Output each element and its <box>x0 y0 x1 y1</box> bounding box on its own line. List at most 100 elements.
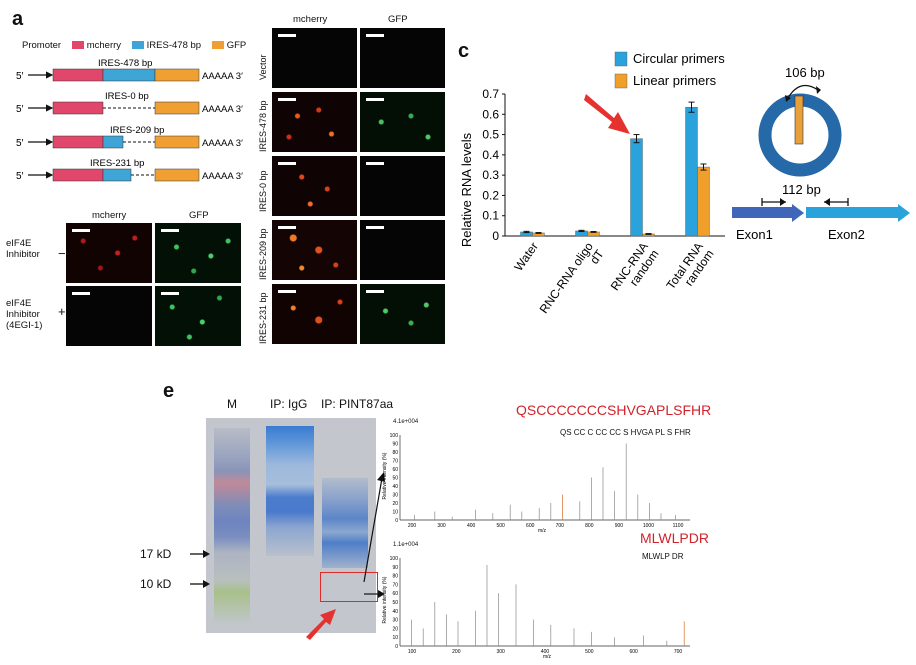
spectrum-y-tick: 80 <box>392 574 398 580</box>
gel-lane-marker <box>214 428 250 623</box>
marker-10kd: 10 kD <box>140 577 172 591</box>
inhibitor-minus-mcherry-image <box>66 223 152 283</box>
spectrum-y-tick: 60 <box>392 467 398 473</box>
spectrum-y-tick: 40 <box>392 484 398 490</box>
construct-legend: Promoter mcherry IRES-478 bp GFP <box>22 40 246 51</box>
construct-row-1: 5′ AAAAA 3′ IRES-478 bp <box>16 58 243 82</box>
panel-e-letter: e <box>163 380 175 402</box>
legend-promoter: Promoter <box>22 40 62 51</box>
spectrum-y-tick: 0 <box>395 644 398 650</box>
legend-label-1: Linear primers <box>633 73 717 88</box>
grid-ires231-gfp-image <box>360 284 445 344</box>
construct-2-prefix: 5′ <box>16 104 24 115</box>
grid-ires209-mcherry-image <box>272 220 357 280</box>
construct-3-prefix: 5′ <box>16 138 24 149</box>
construct-1-suffix: AAAAA 3′ <box>202 71 243 82</box>
spectrum-x-tick: 800 <box>585 523 594 529</box>
spectrum-x-tick: 600 <box>629 649 638 655</box>
spectrum-x-tick: 1000 <box>643 523 654 529</box>
construct-3-suffix: AAAAA 3′ <box>202 138 243 149</box>
construct-4-prefix: 5′ <box>16 171 24 182</box>
spectrum-y-tick: 30 <box>392 618 398 624</box>
spectrum-2-ylabel: Relative intensity (%) <box>382 576 388 623</box>
construct-row-3: 5′ AAAAA 3′ IRES-209 bp <box>16 125 243 149</box>
gel-header-pint87aa: IP: PINT87aa <box>321 397 394 411</box>
spectrum-x-tick: 200 <box>408 523 417 529</box>
grid-ires478-mcherry-image <box>272 92 357 152</box>
grid-vector-mcherry-image <box>272 28 357 88</box>
grid-header-gfp: GFP <box>388 14 408 25</box>
gel-header-igg: IP: IgG <box>270 397 308 411</box>
rna-levels-bar-chart: Relative RNA levels 0 0.1 0.2 0.3 0.4 0.5 0.6 0… <box>459 51 725 323</box>
spectrum-y-tick: 60 <box>392 591 398 597</box>
bar-1-3 <box>697 166 710 237</box>
linear-size-label: 112 bp <box>782 182 821 197</box>
construct-diagrams: 5′ AAAAA 3′ IRES-478 bp 5′ AAAAA 3′ IRES… <box>16 58 243 182</box>
y-tick-label: 0.2 <box>482 188 499 202</box>
legend-swatch-1 <box>614 73 628 89</box>
construct-4-suffix: AAAAA 3′ <box>202 171 243 182</box>
spectrum-y-tick: 80 <box>392 450 398 456</box>
panel-c-letter: c <box>458 40 470 62</box>
grid-ires0-mcherry-image <box>272 156 357 216</box>
spectrum-x-tick: 600 <box>526 523 535 529</box>
spectrum-1-peptide: QSCCCCCCCSHVGAPLSFHR <box>516 402 712 418</box>
gel-selection-box <box>320 572 378 602</box>
chart-bars <box>520 101 710 237</box>
spectrum-y-tick: 10 <box>392 635 398 641</box>
spectrum-1-ylabel: Relative intensity (%) <box>382 452 388 499</box>
construct-1-prefix: 5′ <box>16 71 24 82</box>
gel-lane-igg <box>266 426 314 556</box>
chart-legend: Circular primers Linear primers <box>614 51 725 89</box>
exon1-label: Exon1 <box>736 227 773 242</box>
spectrum-x-tick: 900 <box>615 523 624 529</box>
legend-mcherry-swatch <box>71 41 84 50</box>
x-tick-label: Water <box>511 240 541 274</box>
legend-gfp-swatch <box>211 41 224 50</box>
inhibitor-minus-text: eIF4E Inhibitor <box>6 238 40 260</box>
construct-2-suffix: AAAAA 3′ <box>202 104 243 115</box>
inhibitor-plus-mcherry-image <box>66 286 152 346</box>
circle-size-label: 106 bp <box>785 65 825 80</box>
spectrum-y-tick: 100 <box>390 433 399 439</box>
grid-ires478-gfp-image <box>360 92 445 152</box>
spectrum-x-tick: 400 <box>467 523 476 529</box>
grid-row-label-ires231: IRES-231 bp <box>258 292 268 344</box>
grid-row-label-ires0: IRES-0 bp <box>258 170 268 212</box>
spectrum-y-tick: 20 <box>392 501 398 507</box>
spectrum-x-tick: 100 <box>408 649 417 655</box>
grid-vector-gfp-image <box>360 28 445 88</box>
grid-row-label-ires209: IRES-209 bp <box>258 228 268 280</box>
x-tick-label-line: Water <box>511 240 541 274</box>
spectrum-1-xlabel: m/z <box>538 528 547 534</box>
construct-3-title: IRES-209 bp <box>110 125 164 136</box>
inhibitor-minus-gfp-image <box>155 223 241 283</box>
grid-ires231-mcherry-image <box>272 284 357 344</box>
bar-0-3 <box>685 106 698 237</box>
spectrum-2-xlabel: m/z <box>543 654 552 660</box>
inhibitor-header-gfp: GFP <box>189 210 209 221</box>
grid-row-label-ires478: IRES-478 bp <box>258 100 268 152</box>
gel-red-arrow-icon <box>306 609 336 640</box>
x-tick-label: RNC-RNArandom <box>608 240 662 301</box>
circular-rna-diagram: 106 bp <box>758 65 842 177</box>
inhibitor-plus-gfp-image <box>155 286 241 346</box>
panel-a-letter: a <box>12 8 24 30</box>
spectrum-x-tick: 500 <box>496 523 505 529</box>
legend-gfp: GFP <box>226 40 247 51</box>
y-tick-label: 0.5 <box>482 128 499 142</box>
spectrum-x-tick: 200 <box>452 649 461 655</box>
spectrum-x-tick: 300 <box>437 523 446 529</box>
x-tick-label: RNC-RNA oligodT <box>537 239 607 323</box>
y-tick-label: 0.1 <box>482 209 499 223</box>
y-tick-label: 0.7 <box>482 87 499 101</box>
legend-mcherry: mcherry <box>86 40 122 51</box>
spectrum-x-tick: 300 <box>496 649 505 655</box>
y-tick-label: 0.4 <box>482 148 499 162</box>
exon2-label: Exon2 <box>828 227 865 242</box>
inhibitor-plus-text: eIF4E Inhibitor (4EGI-1) <box>6 298 43 331</box>
gel-lane-pint87aa <box>322 478 368 568</box>
construct-row-4: 5′ AAAAA 3′ IRES-231 bp <box>16 158 243 182</box>
construct-row-2: 5′ AAAAA 3′ IRES-0 bp <box>16 91 243 115</box>
spectrum-y-tick: 40 <box>392 609 398 615</box>
